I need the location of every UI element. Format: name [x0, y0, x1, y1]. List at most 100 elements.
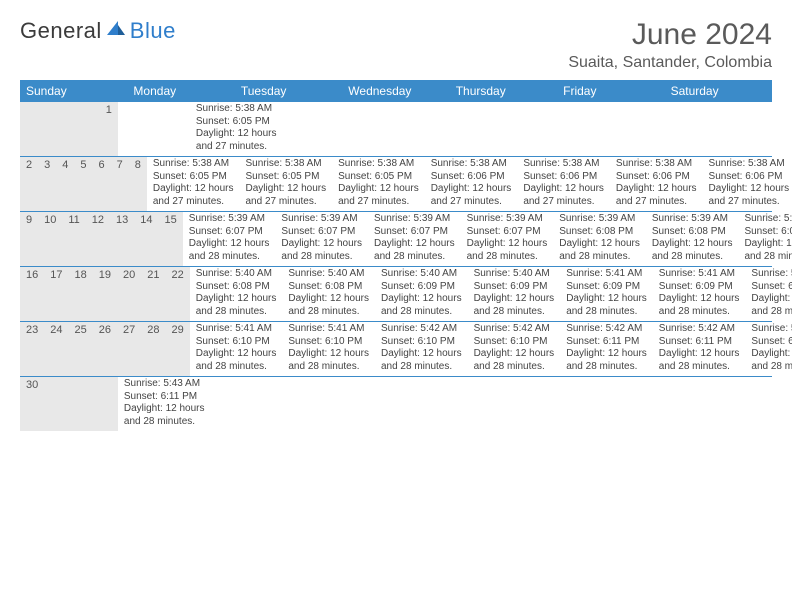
day-body: [142, 102, 154, 156]
weekday-cell: Monday: [127, 80, 234, 102]
day-line: and 27 minutes.: [431, 196, 512, 209]
day-line: Sunrise: 5:38 AM: [338, 158, 419, 171]
day-line: and 28 minutes.: [566, 306, 647, 319]
day-line: Sunset: 6:10 PM: [196, 336, 277, 349]
day-line: Daylight: 12 hours: [559, 238, 640, 251]
week-row: 1 Sunrise: 5:38 AMSunset: 6:05 PMDaylight…: [20, 102, 772, 157]
day-line: Sunset: 6:09 PM: [566, 281, 647, 294]
day-body: Sunrise: 5:41 AMSunset: 6:10 PMDaylight:…: [745, 267, 792, 321]
day-line: Sunset: 6:07 PM: [189, 226, 270, 239]
day-body: Sunrise: 5:39 AMSunset: 6:07 PMDaylight:…: [183, 212, 276, 266]
day-body: Sunrise: 5:43 AMSunset: 6:11 PMDaylight:…: [745, 322, 792, 376]
daynum-band: 1: [20, 102, 118, 156]
day-line: and 28 minutes.: [659, 361, 740, 374]
day-body: Sunrise: 5:38 AMSunset: 6:05 PMDaylight:…: [190, 102, 283, 156]
day-line: Sunset: 6:11 PM: [566, 336, 647, 349]
day-line: Sunrise: 5:41 AM: [751, 268, 792, 281]
day-number: 3: [38, 157, 56, 211]
location: Suaita, Santander, Colombia: [568, 54, 772, 72]
day-line: Sunset: 6:08 PM: [196, 281, 277, 294]
day-line: Sunrise: 5:39 AM: [374, 213, 455, 226]
day-number: 16: [20, 267, 44, 321]
day-body: [154, 102, 166, 156]
day-line: Sunset: 6:10 PM: [474, 336, 555, 349]
day-body: Sunrise: 5:41 AMSunset: 6:10 PMDaylight:…: [282, 322, 375, 376]
day-line: Daylight: 12 hours: [338, 183, 419, 196]
weekday-cell: Saturday: [665, 80, 772, 102]
day-number: 5: [74, 157, 92, 211]
day-line: Sunrise: 5:40 AM: [474, 268, 555, 281]
day-number: 26: [93, 322, 117, 376]
weekday-header: SundayMondayTuesdayWednesdayThursdayFrid…: [20, 80, 772, 102]
day-line: Sunset: 6:07 PM: [281, 226, 362, 239]
daynum-band: 9101112131415: [20, 212, 183, 266]
day-body: Sunrise: 5:39 AMSunset: 6:07 PMDaylight:…: [368, 212, 461, 266]
day-body: Sunrise: 5:39 AMSunset: 6:07 PMDaylight:…: [275, 212, 368, 266]
body-band: Sunrise: 5:38 AMSunset: 6:05 PMDaylight:…: [147, 157, 792, 211]
day-line: Sunset: 6:09 PM: [381, 281, 462, 294]
day-body: Sunrise: 5:39 AMSunset: 6:08 PMDaylight:…: [553, 212, 646, 266]
day-line: Daylight: 12 hours: [566, 348, 647, 361]
day-line: Sunset: 6:11 PM: [124, 391, 205, 404]
day-line: Daylight: 12 hours: [281, 238, 362, 251]
logo: General Blue: [20, 18, 176, 44]
day-line: and 28 minutes.: [652, 251, 733, 264]
day-line: and 28 minutes.: [559, 251, 640, 264]
day-line: Sunrise: 5:41 AM: [196, 323, 277, 336]
day-body: [247, 377, 259, 431]
day-body: Sunrise: 5:42 AMSunset: 6:11 PMDaylight:…: [653, 322, 746, 376]
day-body: Sunrise: 5:41 AMSunset: 6:09 PMDaylight:…: [653, 267, 746, 321]
day-body: Sunrise: 5:40 AMSunset: 6:08 PMDaylight:…: [282, 267, 375, 321]
day-line: Daylight: 12 hours: [196, 128, 277, 141]
day-line: Sunset: 6:05 PM: [338, 171, 419, 184]
day-line: and 28 minutes.: [288, 361, 369, 374]
day-line: and 28 minutes.: [189, 251, 270, 264]
day-body: Sunrise: 5:40 AMSunset: 6:09 PMDaylight:…: [375, 267, 468, 321]
day-line: Daylight: 12 hours: [381, 293, 462, 306]
day-line: and 28 minutes.: [288, 306, 369, 319]
day-line: and 28 minutes.: [124, 416, 205, 429]
day-line: and 27 minutes.: [709, 196, 790, 209]
day-number: [86, 102, 99, 156]
day-line: Sunrise: 5:41 AM: [288, 323, 369, 336]
day-body: [211, 377, 223, 431]
day-number: 22: [166, 267, 190, 321]
day-line: Daylight: 12 hours: [381, 348, 462, 361]
day-line: Sunrise: 5:38 AM: [153, 158, 234, 171]
day-number: 27: [117, 322, 141, 376]
weekday-cell: Friday: [557, 80, 664, 102]
day-line: Sunrise: 5:39 AM: [467, 213, 548, 226]
week-row: 30Sunrise: 5:43 AMSunset: 6:11 PMDayligh…: [20, 377, 772, 431]
day-number: 19: [93, 267, 117, 321]
day-line: Daylight: 12 hours: [616, 183, 697, 196]
day-line: and 28 minutes.: [474, 306, 555, 319]
day-line: Sunrise: 5:38 AM: [431, 158, 512, 171]
day-number: 20: [117, 267, 141, 321]
day-number: 8: [129, 157, 147, 211]
day-body: Sunrise: 5:39 AMSunset: 6:07 PMDaylight:…: [461, 212, 554, 266]
day-body: [166, 102, 178, 156]
day-line: Daylight: 12 hours: [751, 348, 792, 361]
day-body: Sunrise: 5:38 AMSunset: 6:05 PMDaylight:…: [332, 157, 425, 211]
day-number: 13: [110, 212, 134, 266]
week-row: 2345678Sunrise: 5:38 AMSunset: 6:05 PMDa…: [20, 157, 772, 212]
day-line: Sunrise: 5:43 AM: [124, 378, 205, 391]
day-line: Sunrise: 5:42 AM: [566, 323, 647, 336]
day-line: Sunset: 6:06 PM: [431, 171, 512, 184]
day-body: [235, 377, 247, 431]
daynum-band: 23242526272829: [20, 322, 190, 376]
day-number: [20, 102, 33, 156]
day-line: Daylight: 12 hours: [467, 238, 548, 251]
day-line: and 28 minutes.: [751, 361, 792, 374]
day-number: 11: [62, 212, 85, 266]
day-line: and 28 minutes.: [381, 306, 462, 319]
day-line: and 28 minutes.: [659, 306, 740, 319]
day-line: Daylight: 12 hours: [659, 348, 740, 361]
day-body: Sunrise: 5:38 AMSunset: 6:05 PMDaylight:…: [239, 157, 332, 211]
day-body: Sunrise: 5:38 AMSunset: 6:06 PMDaylight:…: [610, 157, 703, 211]
day-body: Sunrise: 5:41 AMSunset: 6:09 PMDaylight:…: [560, 267, 653, 321]
day-line: Sunset: 6:05 PM: [245, 171, 326, 184]
day-number: 2: [20, 157, 38, 211]
day-line: Sunrise: 5:40 AM: [288, 268, 369, 281]
day-line: and 28 minutes.: [751, 306, 792, 319]
